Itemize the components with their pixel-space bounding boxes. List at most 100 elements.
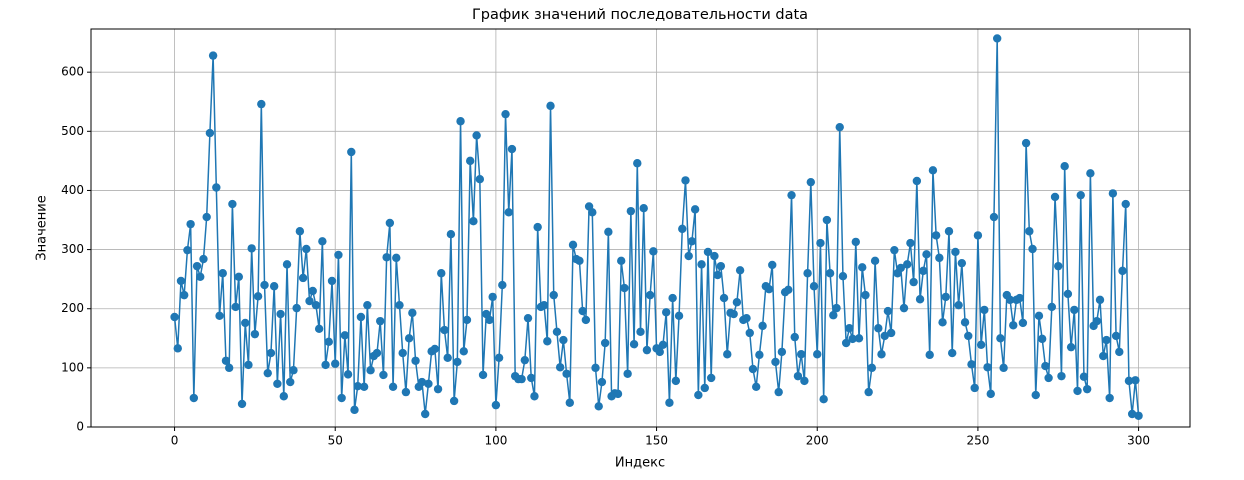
data-point xyxy=(575,256,584,266)
data-point xyxy=(578,306,587,316)
data-point xyxy=(202,212,211,222)
data-point xyxy=(1037,334,1047,344)
data-point xyxy=(324,337,333,347)
data-point xyxy=(366,366,375,375)
data-point xyxy=(835,122,844,132)
data-point xyxy=(170,312,179,322)
data-point xyxy=(890,245,899,255)
data-point xyxy=(809,282,819,291)
data-point xyxy=(787,190,796,200)
data-point xyxy=(845,324,854,333)
data-point xyxy=(671,376,681,386)
data-point xyxy=(334,250,343,260)
data-point xyxy=(912,176,922,186)
data-point xyxy=(886,328,896,338)
data-point xyxy=(215,311,224,321)
data-point xyxy=(498,280,507,290)
data-point xyxy=(973,231,983,240)
data-point xyxy=(247,244,256,253)
data-point xyxy=(1095,295,1105,305)
data-point xyxy=(199,254,208,264)
data-point xyxy=(986,389,995,399)
data-point xyxy=(649,247,658,256)
data-point xyxy=(774,387,783,397)
data-point xyxy=(819,395,828,404)
y-tick-label: 500 xyxy=(61,124,84,138)
data-point xyxy=(555,363,565,372)
data-point xyxy=(617,256,626,266)
data-point xyxy=(992,34,1002,43)
data-point xyxy=(1047,302,1057,312)
data-point xyxy=(385,218,395,228)
data-point xyxy=(954,300,963,310)
data-point xyxy=(944,227,954,236)
data-point xyxy=(350,405,359,415)
data-point xyxy=(620,283,629,293)
data-point xyxy=(1009,321,1018,330)
data-point xyxy=(437,269,446,278)
y-tick-label: 200 xyxy=(61,301,84,315)
data-point xyxy=(980,305,989,315)
data-point xyxy=(302,244,311,254)
data-point xyxy=(594,402,603,411)
data-point xyxy=(851,237,861,247)
data-point xyxy=(935,253,944,263)
data-point xyxy=(588,208,597,217)
x-tick-label: 0 xyxy=(171,434,179,448)
data-point xyxy=(565,398,575,407)
data-point xyxy=(899,303,909,313)
data-point xyxy=(591,363,600,373)
data-point xyxy=(1041,361,1050,371)
data-point xyxy=(681,176,690,185)
data-point xyxy=(764,285,774,294)
data-point xyxy=(796,350,806,359)
data-point xyxy=(745,328,754,338)
data-point xyxy=(1028,244,1037,254)
data-point xyxy=(231,302,240,312)
data-point xyxy=(1073,386,1082,396)
data-point xyxy=(1063,289,1073,299)
data-point xyxy=(1092,316,1102,326)
data-point xyxy=(253,292,263,301)
data-point xyxy=(208,51,218,60)
data-point xyxy=(205,128,215,138)
data-point xyxy=(507,144,517,154)
data-point xyxy=(999,363,1008,373)
data-point xyxy=(906,238,915,248)
data-point xyxy=(1076,190,1085,200)
data-point xyxy=(1021,138,1031,148)
data-point xyxy=(880,331,889,341)
data-point xyxy=(539,300,549,310)
data-point xyxy=(729,309,738,319)
data-point xyxy=(318,237,327,246)
data-point xyxy=(626,206,636,216)
data-point xyxy=(642,345,652,355)
data-point xyxy=(388,382,398,391)
data-point xyxy=(478,370,488,380)
data-point xyxy=(173,344,182,353)
ticks: 0 50 100 150 200 250 300 0 100 200 300 400 500 600 xyxy=(61,65,1150,448)
data-point xyxy=(870,256,880,266)
data-point xyxy=(1105,393,1114,403)
data-point xyxy=(1118,266,1127,276)
data-point xyxy=(989,212,999,222)
data-point xyxy=(420,409,430,419)
data-point xyxy=(276,309,285,319)
data-point xyxy=(228,199,237,209)
data-point xyxy=(488,292,497,302)
data-point xyxy=(475,175,485,184)
data-point xyxy=(662,308,671,317)
data-point xyxy=(398,348,407,358)
data-point xyxy=(748,364,758,374)
data-point xyxy=(719,293,729,303)
data-point xyxy=(440,325,449,335)
data-point xyxy=(600,338,610,348)
data-point xyxy=(404,334,414,343)
data-point xyxy=(279,392,289,401)
data-point xyxy=(465,156,475,166)
data-point xyxy=(1005,295,1015,305)
y-tick-label: 600 xyxy=(61,65,84,79)
data-point xyxy=(777,347,787,357)
data-point xyxy=(376,316,385,326)
